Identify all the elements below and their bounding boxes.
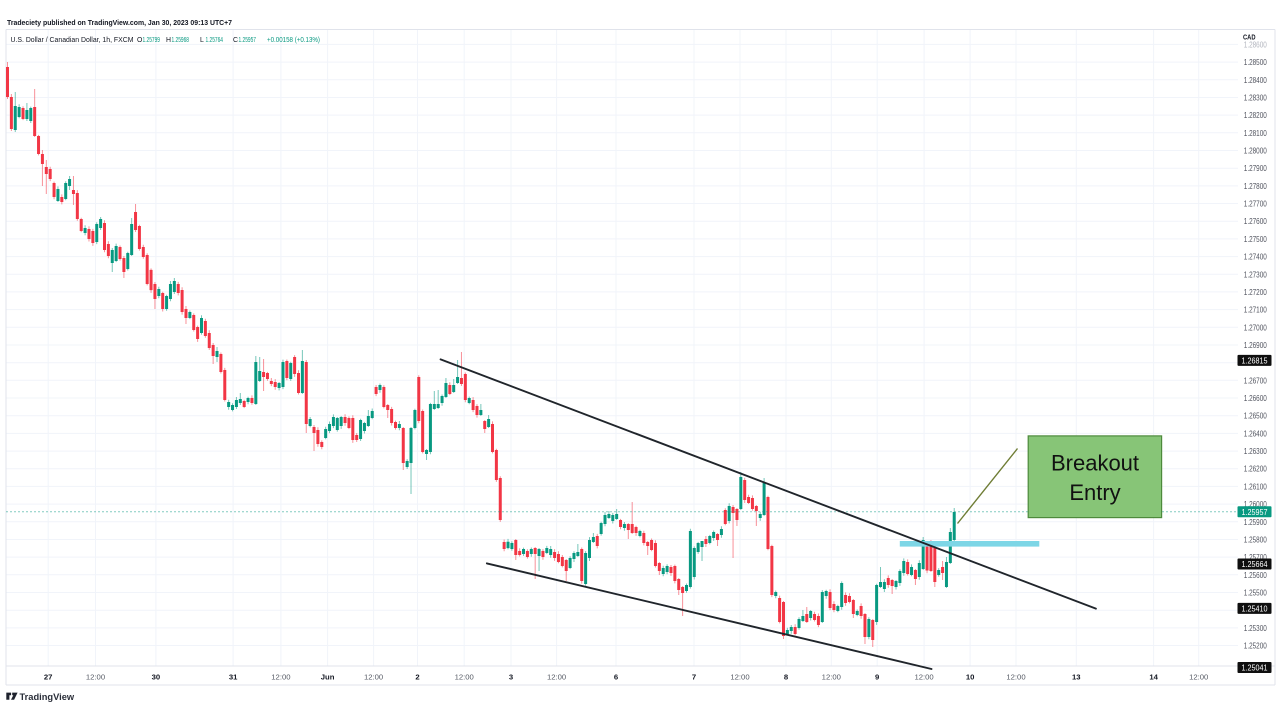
svg-text:1.27300: 1.27300 <box>1244 270 1267 279</box>
svg-text:TradingView: TradingView <box>20 692 75 702</box>
svg-text:14: 14 <box>1149 673 1158 682</box>
svg-text:1.25500: 1.25500 <box>1244 589 1267 598</box>
svg-text:3: 3 <box>509 673 513 682</box>
svg-text:1.25957: 1.25957 <box>239 37 257 44</box>
svg-text:1.27400: 1.27400 <box>1244 253 1267 262</box>
svg-text:12:00: 12:00 <box>730 673 749 682</box>
svg-text:1.25900: 1.25900 <box>1244 518 1267 527</box>
svg-text:1.27500: 1.27500 <box>1244 235 1267 244</box>
svg-text:1.25800: 1.25800 <box>1244 536 1267 545</box>
svg-text:1.28600: 1.28600 <box>1244 40 1267 49</box>
svg-text:1.25300: 1.25300 <box>1244 624 1267 633</box>
svg-text:1.25700: 1.25700 <box>1244 553 1267 562</box>
svg-text:L: L <box>200 37 204 44</box>
svg-text:1.26500: 1.26500 <box>1244 412 1267 421</box>
svg-text:1.27800: 1.27800 <box>1244 182 1267 191</box>
svg-text:1.28000: 1.28000 <box>1244 147 1267 156</box>
svg-text:1.26000: 1.26000 <box>1244 500 1267 509</box>
svg-text:1.26300: 1.26300 <box>1244 447 1267 456</box>
svg-text:1.27000: 1.27000 <box>1244 323 1267 332</box>
svg-text:12:00: 12:00 <box>1189 673 1208 682</box>
svg-text:12:00: 12:00 <box>1006 673 1025 682</box>
svg-text:1.26200: 1.26200 <box>1244 465 1267 474</box>
svg-text:1.27100: 1.27100 <box>1244 306 1267 315</box>
svg-text:9: 9 <box>875 673 879 682</box>
svg-text:12:00: 12:00 <box>914 673 933 682</box>
svg-text:1.27700: 1.27700 <box>1244 200 1267 209</box>
svg-text:1.25200: 1.25200 <box>1244 642 1267 651</box>
svg-text:1.25968: 1.25968 <box>172 37 190 44</box>
svg-text:1.25799: 1.25799 <box>143 37 161 44</box>
svg-text:Jun: Jun <box>321 673 335 682</box>
svg-text:1.26815: 1.26815 <box>1242 357 1268 366</box>
svg-text:30: 30 <box>152 673 161 682</box>
svg-text:C: C <box>233 37 238 44</box>
svg-text:1.28100: 1.28100 <box>1244 129 1267 138</box>
svg-text:12:00: 12:00 <box>364 673 383 682</box>
svg-text:1.28400: 1.28400 <box>1244 76 1267 85</box>
svg-text:1.27600: 1.27600 <box>1244 217 1267 226</box>
svg-text:Breakout: Breakout <box>1051 451 1139 476</box>
svg-text:12:00: 12:00 <box>822 673 841 682</box>
svg-text:1.27200: 1.27200 <box>1244 288 1267 297</box>
svg-text:1.25041: 1.25041 <box>1242 664 1268 673</box>
svg-text:1.26600: 1.26600 <box>1244 394 1267 403</box>
svg-text:2: 2 <box>415 673 419 682</box>
svg-text:U.S. Dollar / Canadian Dollar,: U.S. Dollar / Canadian Dollar, 1h, FXCM <box>11 37 134 44</box>
svg-text:1.28500: 1.28500 <box>1244 58 1267 67</box>
svg-text:1.26700: 1.26700 <box>1244 376 1267 385</box>
svg-text:12:00: 12:00 <box>271 673 290 682</box>
svg-text:6: 6 <box>614 673 618 682</box>
svg-text:27: 27 <box>44 673 53 682</box>
svg-text:12:00: 12:00 <box>455 673 474 682</box>
svg-text:+0.00158 (+0.13%): +0.00158 (+0.13%) <box>267 37 320 44</box>
svg-text:7: 7 <box>692 673 696 682</box>
svg-text:1.25600: 1.25600 <box>1244 571 1267 580</box>
svg-text:8: 8 <box>784 673 789 682</box>
svg-text:1.26900: 1.26900 <box>1244 341 1267 350</box>
svg-text:1.25764: 1.25764 <box>206 37 224 44</box>
svg-text:31: 31 <box>229 673 238 682</box>
svg-text:10: 10 <box>966 673 975 682</box>
svg-text:O: O <box>137 37 143 44</box>
svg-text:13: 13 <box>1072 673 1081 682</box>
svg-text:1.25410: 1.25410 <box>1242 605 1268 614</box>
svg-text:Tradeciety published on Tradin: Tradeciety published on TradingView.com,… <box>7 20 232 27</box>
svg-text:1.26100: 1.26100 <box>1244 482 1267 491</box>
svg-text:12:00: 12:00 <box>86 673 105 682</box>
svg-text:Entry: Entry <box>1069 480 1120 505</box>
svg-text:1.26400: 1.26400 <box>1244 429 1267 438</box>
svg-text:12:00: 12:00 <box>547 673 566 682</box>
svg-text:1.25664: 1.25664 <box>1242 560 1268 569</box>
svg-text:1.28200: 1.28200 <box>1244 111 1267 120</box>
svg-text:1.27900: 1.27900 <box>1244 164 1267 173</box>
svg-text:H: H <box>166 37 171 44</box>
svg-text:1.28300: 1.28300 <box>1244 94 1267 103</box>
svg-text:CAD: CAD <box>1243 33 1256 42</box>
svg-text:1.25957: 1.25957 <box>1242 508 1268 517</box>
